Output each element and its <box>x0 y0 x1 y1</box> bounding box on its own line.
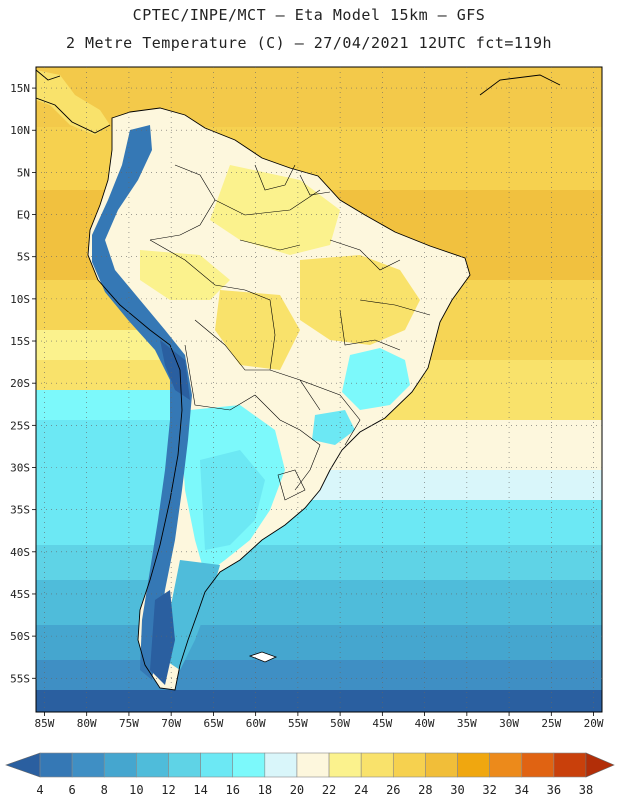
lat-tick-label: 15N <box>10 82 30 95</box>
colorbar-swatch <box>360 752 394 778</box>
colorbar-label: 30 <box>450 783 464 797</box>
colorbar-swatch <box>136 752 169 778</box>
lon-tick-label: 45W <box>372 717 392 730</box>
lat-tick-label: 55S <box>10 672 30 685</box>
colorbar-label: 14 <box>193 783 207 797</box>
lon-tick-label: 75W <box>119 717 139 730</box>
lat-tick-label: 10N <box>10 124 30 137</box>
colorbar-label: 32 <box>482 783 496 797</box>
colorbar-swatch <box>328 752 362 778</box>
lon-tick-label: 50W <box>330 717 350 730</box>
colorbar-swatch <box>103 752 137 778</box>
lon-tick-label: 80W <box>77 717 97 730</box>
lon-tick-label: 20W <box>584 717 604 730</box>
colorbar-label: 24 <box>354 783 368 797</box>
lat-tick-label: 5N <box>17 166 30 179</box>
colorbar-label: 20 <box>290 783 304 797</box>
lat-tick-label: 35S <box>10 504 30 517</box>
colorbar-label: 4 <box>36 783 43 797</box>
colorbar-swatch <box>168 752 201 778</box>
colorbar-label: 34 <box>515 783 529 797</box>
colorbar-swatch <box>521 752 555 778</box>
colorbar-label: 22 <box>322 783 336 797</box>
coastlines <box>36 69 561 691</box>
colorbar-label: 12 <box>161 783 175 797</box>
lon-tick-label: 70W <box>161 717 181 730</box>
lat-tick-label: 25S <box>10 419 30 432</box>
lon-tick-label: 85W <box>35 717 55 730</box>
lat-tick-label: 30S <box>10 461 30 474</box>
lon-tick-label: 30W <box>499 717 519 730</box>
lon-tick-label: 40W <box>415 717 435 730</box>
colorbar-label: 6 <box>69 783 76 797</box>
lat-tick-label: 5S <box>17 251 30 264</box>
colorbar-swatch <box>39 752 73 778</box>
colorbar: 4 6 8 10 12 14 16 18 20 22 24 26 28 30 32 34 36 38 <box>5 752 615 797</box>
colorbar-arrow-high <box>585 752 615 778</box>
colorbar-swatch <box>264 752 298 778</box>
longitude-ticks: 85W 80W 75W 70W 65W 60W 55W 50W 45W 40W 35W 30W 25W 2… <box>35 712 604 730</box>
colorbar-label: 16 <box>225 783 239 797</box>
south-america-land <box>88 108 470 690</box>
colorbar-swatch <box>425 752 458 778</box>
lon-tick-label: 55W <box>288 717 308 730</box>
lon-tick-label: 65W <box>203 717 223 730</box>
colorbar-swatch <box>392 752 426 778</box>
lat-tick-label: 20S <box>10 377 30 390</box>
colorbar-label: 10 <box>129 783 143 797</box>
temperature-field <box>36 67 602 712</box>
lat-tick-label: 50S <box>10 630 30 643</box>
lat-tick-label: 10S <box>10 293 30 306</box>
lon-tick-label: 35W <box>457 717 477 730</box>
map-title: CPTEC/INPE/MCT – Eta Model 15km – GFS <box>132 6 486 24</box>
country-borders <box>149 164 431 501</box>
map-subtitle: 2 Metre Temperature (C) – 27/04/2021 12U… <box>65 34 553 52</box>
colorbar-label: 38 <box>579 783 593 797</box>
colorbar-arrow-low <box>5 752 41 778</box>
lat-tick-label: EQ <box>17 209 30 222</box>
lat-tick-label: 15S <box>10 335 30 348</box>
colorbar-swatch <box>296 752 330 778</box>
colorbar-label: 8 <box>101 783 108 797</box>
lon-tick-label: 60W <box>246 717 266 730</box>
map-frame <box>35 66 603 713</box>
lon-tick-label: 25W <box>541 717 561 730</box>
latitude-ticks: 15N 10N 5N EQ 5S 10S 15S 20S 25S 30S 35S 40S 45S 50S 5… <box>10 82 36 685</box>
colorbar-label: 36 <box>547 783 561 797</box>
colorbar-swatch <box>200 752 234 778</box>
colorbar-label: 18 <box>258 783 272 797</box>
colorbar-swatch <box>71 752 105 778</box>
colorbar-swatch <box>457 752 490 778</box>
colorbar-label: 28 <box>418 783 432 797</box>
lat-tick-label: 40S <box>10 546 30 559</box>
colorbar-swatch <box>489 752 523 778</box>
colorbar-swatch <box>553 752 587 778</box>
lat-tick-label: 45S <box>10 588 30 601</box>
colorbar-label: 26 <box>386 783 400 797</box>
andes-cold-strip <box>92 125 192 680</box>
colorbar-swatch <box>232 752 266 778</box>
